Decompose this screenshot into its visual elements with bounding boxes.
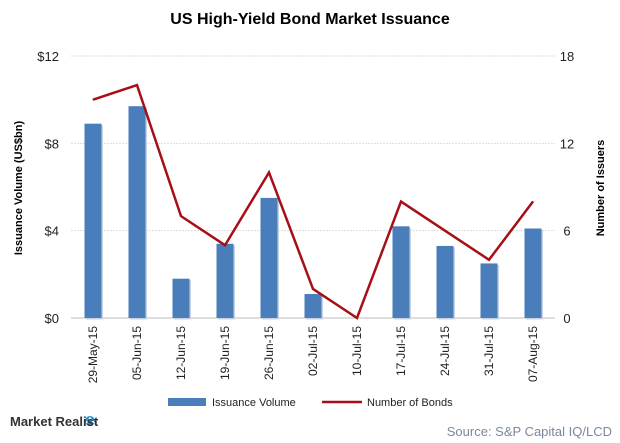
line-series bbox=[92, 83, 534, 320]
line-point bbox=[92, 99, 94, 101]
y-tick-label-right: 18 bbox=[560, 49, 574, 64]
x-tick-label: 17-Jul-15 bbox=[394, 326, 408, 376]
bar bbox=[480, 263, 498, 318]
line-point bbox=[224, 244, 226, 246]
bar bbox=[172, 278, 190, 318]
y-axis-label-right: Number of Issuers bbox=[595, 140, 607, 237]
line-point bbox=[444, 230, 446, 232]
line-point bbox=[532, 201, 534, 203]
x-tick-label: 29-May-15 bbox=[86, 326, 100, 384]
y-tick-label-left: $12 bbox=[37, 49, 59, 64]
chart-title: US High-Yield Bond Market Issuance bbox=[170, 11, 450, 28]
y-tick-label-right: 6 bbox=[563, 224, 570, 239]
y-tick-label-left: $4 bbox=[45, 224, 59, 239]
legend-label-line: Number of Bonds bbox=[367, 397, 453, 409]
line-point bbox=[312, 288, 314, 290]
y-tick-label-left: $8 bbox=[45, 136, 59, 151]
logo-text: Market Realist bbox=[10, 414, 99, 429]
logo: Market Realist bbox=[10, 414, 99, 429]
x-tick-label: 07-Aug-15 bbox=[526, 326, 540, 382]
bar bbox=[436, 245, 454, 318]
bar bbox=[260, 197, 278, 318]
line-point bbox=[400, 201, 402, 203]
x-tick-label: 19-Jun-15 bbox=[218, 326, 232, 380]
y-axis-label-left: Issuance Volume (US$bn) bbox=[13, 121, 25, 256]
legend-swatch-bar bbox=[168, 398, 206, 406]
bar bbox=[84, 123, 102, 318]
x-tick-label: 24-Jul-15 bbox=[438, 326, 452, 376]
y-tick-label-left: $0 bbox=[45, 311, 59, 326]
bar bbox=[524, 228, 542, 318]
x-tick-label: 02-Jul-15 bbox=[306, 326, 320, 376]
bar bbox=[304, 293, 322, 318]
source-note: Source: S&P Capital IQ/LCD bbox=[447, 424, 612, 439]
bar bbox=[216, 243, 234, 318]
bar bbox=[128, 106, 146, 318]
logo-icon bbox=[85, 416, 95, 426]
bar bbox=[392, 226, 410, 318]
y-tick-label-right: 12 bbox=[560, 136, 574, 151]
x-tick-label: 12-Jun-15 bbox=[174, 326, 188, 380]
x-tick-label: 05-Jun-15 bbox=[130, 326, 144, 380]
line-point bbox=[488, 259, 490, 261]
y-tick-label-right: 0 bbox=[563, 311, 570, 326]
line-point bbox=[268, 171, 270, 173]
line-point bbox=[356, 317, 358, 319]
legend: Issuance Volume Number of Bonds bbox=[168, 397, 453, 409]
line-point bbox=[136, 84, 138, 86]
x-tick-label: 31-Jul-15 bbox=[482, 326, 496, 376]
x-tick-label: 10-Jul-15 bbox=[350, 326, 364, 376]
legend-label-bar: Issuance Volume bbox=[212, 397, 296, 409]
line-point bbox=[180, 215, 182, 217]
x-tick-label: 26-Jun-15 bbox=[262, 326, 276, 380]
